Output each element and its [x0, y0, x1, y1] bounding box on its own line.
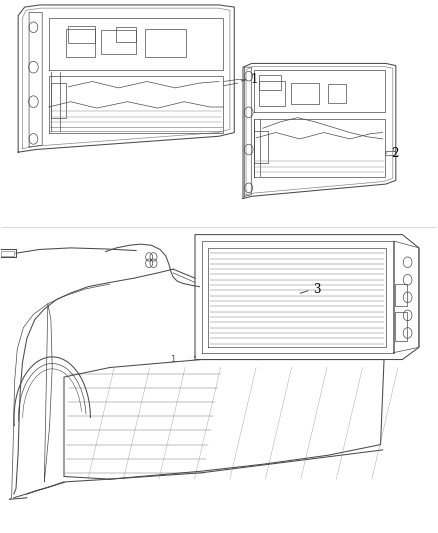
Bar — [101, 30, 136, 54]
Bar — [395, 312, 407, 341]
Text: 3: 3 — [313, 284, 320, 296]
Text: 1: 1 — [251, 73, 258, 86]
Bar — [51, 83, 66, 118]
Text: 2: 2 — [392, 147, 399, 160]
Bar — [259, 82, 286, 106]
Bar — [328, 84, 346, 103]
Bar — [254, 131, 268, 163]
Bar — [117, 27, 136, 42]
Bar — [395, 284, 407, 306]
Bar — [66, 29, 95, 56]
Text: 1: 1 — [170, 355, 176, 364]
Bar — [259, 75, 281, 90]
Bar — [68, 26, 95, 43]
Bar — [291, 83, 319, 104]
Bar — [145, 29, 186, 56]
